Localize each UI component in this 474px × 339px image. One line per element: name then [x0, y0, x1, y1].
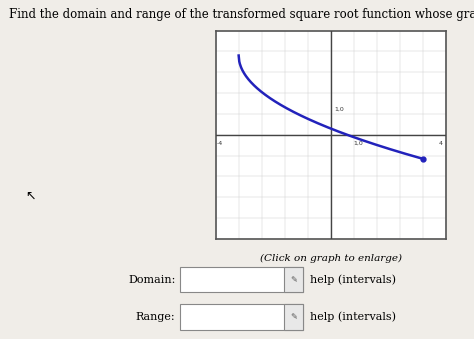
Text: Domain:: Domain:	[128, 275, 175, 285]
Text: Find the domain and range of the transformed square root function whose graph is: Find the domain and range of the transfo…	[9, 8, 474, 21]
Text: ✎: ✎	[291, 275, 297, 284]
Text: ✎: ✎	[291, 313, 297, 321]
Text: Range:: Range:	[136, 312, 175, 322]
Text: 1,0: 1,0	[353, 141, 363, 146]
Text: help (intervals): help (intervals)	[310, 312, 396, 322]
Text: 4: 4	[439, 141, 443, 146]
Text: ↖: ↖	[26, 190, 36, 203]
Text: help (intervals): help (intervals)	[310, 274, 396, 285]
Text: (Click on graph to enlarge): (Click on graph to enlarge)	[260, 254, 401, 263]
Text: -4: -4	[217, 141, 223, 146]
Text: 1,0: 1,0	[334, 107, 344, 112]
